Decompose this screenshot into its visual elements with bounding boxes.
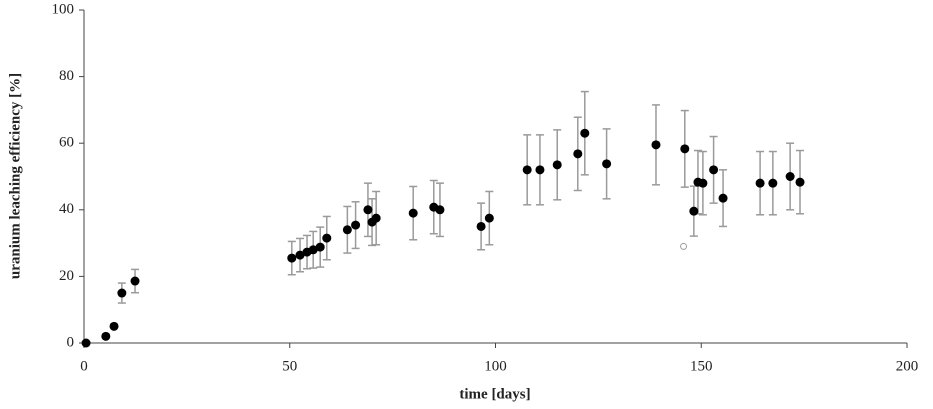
point xyxy=(522,165,532,175)
y-tick-label: 80 xyxy=(59,68,74,84)
point xyxy=(130,276,140,286)
point xyxy=(342,225,352,235)
x-axis-title: time [days] xyxy=(459,386,530,402)
y-tick-label: 60 xyxy=(59,135,74,151)
point xyxy=(602,159,612,169)
point xyxy=(573,149,583,159)
open-point xyxy=(680,242,688,250)
point xyxy=(109,321,119,331)
y-tick-label: 40 xyxy=(59,201,74,217)
point xyxy=(709,165,719,175)
y-tick-label: 100 xyxy=(52,1,75,17)
point xyxy=(552,160,562,170)
point xyxy=(476,221,486,231)
point xyxy=(680,144,690,154)
x-tick-label: 200 xyxy=(896,358,919,374)
point xyxy=(371,213,381,223)
point xyxy=(795,177,805,187)
point xyxy=(363,205,373,215)
point xyxy=(322,233,332,243)
point xyxy=(689,206,699,216)
point xyxy=(718,193,728,203)
point xyxy=(698,178,708,188)
point xyxy=(117,288,127,298)
point xyxy=(580,128,590,138)
point xyxy=(651,140,661,150)
point xyxy=(755,178,765,188)
y-tick-label: 20 xyxy=(59,268,74,284)
point xyxy=(287,253,297,263)
point xyxy=(435,205,445,215)
point xyxy=(81,338,91,348)
point xyxy=(484,213,494,223)
point xyxy=(295,250,305,260)
point xyxy=(785,172,795,181)
point xyxy=(308,245,318,255)
y-axis-title: uranium leaching efficiency [%] xyxy=(7,73,23,279)
y-tick-label: 0 xyxy=(67,334,75,350)
point xyxy=(351,220,361,230)
x-tick-label: 0 xyxy=(80,358,88,374)
x-tick-label: 150 xyxy=(690,358,713,374)
point xyxy=(101,331,111,341)
point xyxy=(315,242,325,252)
point xyxy=(768,178,778,188)
point xyxy=(535,165,545,175)
x-tick-label: 100 xyxy=(484,358,507,374)
x-tick-label: 50 xyxy=(282,358,297,374)
point xyxy=(408,208,418,218)
